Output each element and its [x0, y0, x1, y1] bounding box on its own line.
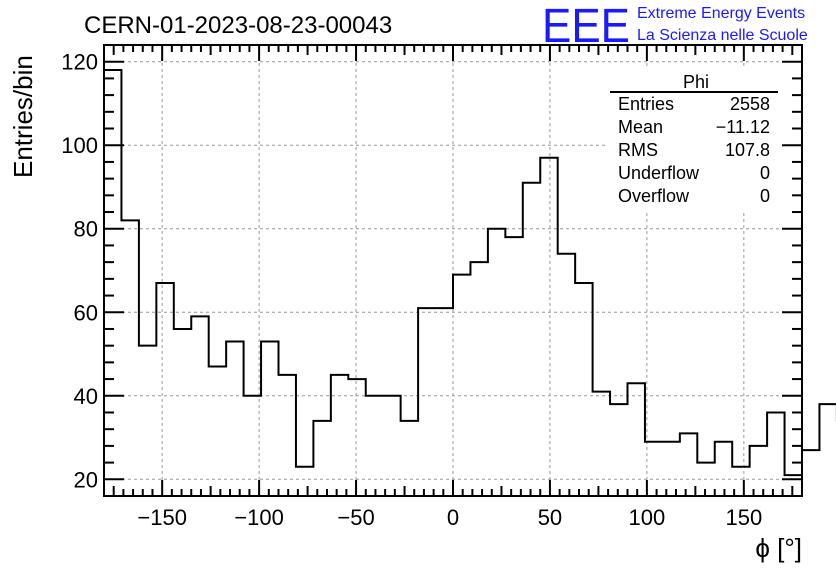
grid-lines	[104, 45, 802, 496]
histogram-bin	[802, 450, 819, 496]
histogram-bin	[470, 262, 487, 496]
x-tick-label: 150	[725, 505, 762, 530]
histogram-bin	[226, 341, 243, 496]
stats-title: Phi	[683, 72, 709, 92]
logo-line-2: La Scienza nelle Scuole	[637, 27, 808, 44]
y-tick-label: 40	[74, 384, 98, 409]
x-axis-label: ϕ [°]	[755, 533, 802, 563]
histogram-bin	[540, 158, 557, 496]
stats-value: 2558	[730, 94, 770, 114]
histogram-bin	[156, 283, 173, 496]
histogram-bin	[383, 396, 400, 496]
x-tick-label: 0	[447, 505, 459, 530]
histogram-line	[104, 69, 836, 477]
y-tick-label: 60	[74, 300, 98, 325]
histogram-bin	[261, 341, 278, 496]
histogram-bin	[418, 308, 435, 496]
y-tick-labels: 20 40 60 80 100 120	[61, 50, 98, 493]
histogram-bin	[715, 442, 732, 496]
x-tick-label: −150	[137, 505, 187, 530]
axis-ticks	[103, 44, 803, 497]
histogram-bin	[209, 367, 226, 496]
histogram-bin	[104, 70, 121, 496]
histogram-bin	[767, 412, 784, 496]
y-axis-label: Entries/bin	[8, 55, 38, 178]
histogram-bin	[505, 237, 522, 496]
histogram-bin	[366, 396, 383, 496]
histogram-bin	[523, 183, 540, 496]
histogram-bin	[819, 404, 836, 496]
x-tick-label: −50	[337, 505, 374, 530]
stats-label: RMS	[618, 140, 658, 160]
y-tick-label: 20	[74, 467, 98, 492]
histogram-bin	[662, 442, 679, 496]
x-tick-label: −100	[234, 505, 284, 530]
eee-logo: EEE Extreme Energy Events La Scienza nel…	[542, 0, 808, 53]
histogram-bin	[331, 375, 348, 496]
x-tick-labels: −150 −100 −50 0 50 100 150	[137, 505, 762, 530]
histogram-bin	[279, 375, 296, 496]
y-tick-label: 100	[61, 133, 98, 158]
x-tick-label: 50	[538, 505, 562, 530]
stats-box: Phi Entries 2558 Mean −11.12 RMS 107.8 Underfl…	[606, 68, 782, 210]
histogram-bin	[121, 220, 138, 496]
histogram-bin	[453, 275, 470, 496]
histogram-bin	[191, 316, 208, 496]
y-tick-label: 80	[74, 217, 98, 242]
histogram-bin	[750, 446, 767, 496]
histogram-bin	[174, 329, 191, 496]
histogram-bin	[488, 229, 505, 496]
histogram-bin	[401, 421, 418, 496]
stats-value: 0	[760, 186, 770, 206]
histogram-bin	[139, 346, 156, 496]
stats-value: 107.8	[725, 140, 770, 160]
stats-label: Entries	[618, 94, 674, 114]
histogram-bin	[558, 254, 575, 496]
histogram-bin	[313, 421, 330, 496]
histogram-bin	[575, 283, 592, 496]
chart-title: CERN-01-2023-08-23-00043	[84, 12, 392, 39]
histogram-bin	[593, 392, 610, 496]
logo-line-1: Extreme Energy Events	[637, 5, 805, 22]
stats-value: 0	[760, 163, 770, 183]
stats-label: Underflow	[618, 163, 700, 183]
stats-label: Overflow	[618, 186, 690, 206]
histogram-bin	[610, 404, 627, 496]
stats-label: Mean	[618, 117, 663, 137]
y-tick-label: 120	[61, 50, 98, 75]
x-tick-label: 100	[629, 505, 666, 530]
histogram-bin	[436, 308, 453, 496]
stats-value: −11.12	[716, 117, 770, 137]
histogram-bin	[628, 383, 645, 496]
histogram-bin	[348, 379, 365, 496]
